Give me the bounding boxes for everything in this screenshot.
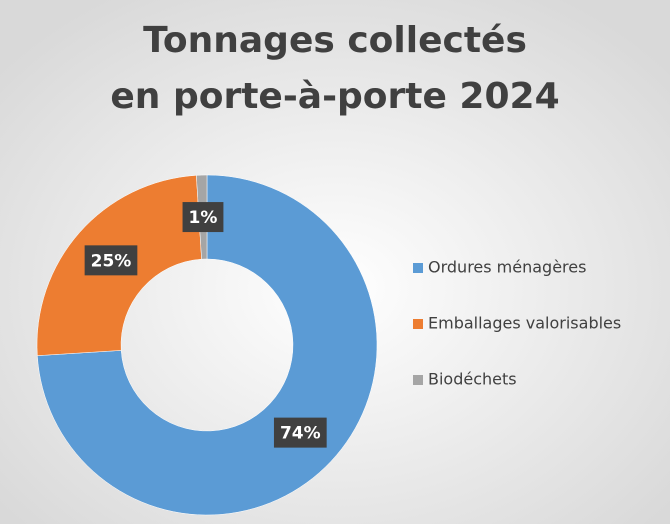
legend-label: Ordures ménagères <box>428 258 586 277</box>
legend-swatch <box>413 375 423 385</box>
legend-swatch <box>413 263 423 273</box>
chart-title: Tonnages collectés <box>143 20 527 61</box>
data-label-text: 25% <box>91 251 132 271</box>
data-label-text: 1% <box>189 208 218 228</box>
data-label-box <box>273 417 327 448</box>
legend-label: Biodéchets <box>428 370 517 389</box>
data-label-text: 74% <box>280 424 321 444</box>
legend-label: Emballages valorisables <box>428 314 621 333</box>
data-label-box <box>182 202 224 233</box>
data-label: 74% <box>273 417 327 448</box>
chart-title: en porte-à-porte 2024 <box>110 76 559 117</box>
legend-swatch <box>413 319 423 329</box>
data-label: 25% <box>84 245 138 276</box>
data-label: 1% <box>182 202 224 233</box>
data-label-box <box>84 245 138 276</box>
